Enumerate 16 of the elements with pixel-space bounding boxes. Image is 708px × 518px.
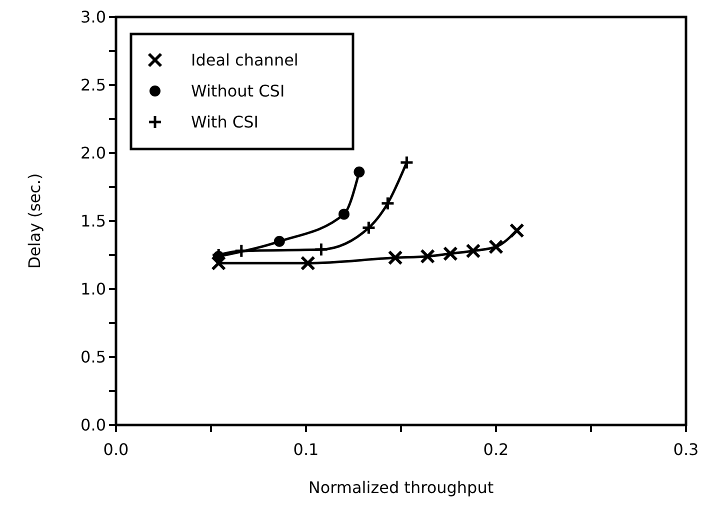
- legend-label: Without CSI: [191, 82, 285, 101]
- x-tick-label: 0.1: [293, 440, 319, 459]
- y-tick-label: 0.0: [80, 416, 106, 435]
- x-tick-label: 0.2: [483, 440, 509, 459]
- legend-label: With CSI: [191, 112, 258, 132]
- y-tick-label: 1.5: [80, 212, 106, 231]
- y-tick-label: 1.0: [80, 280, 106, 299]
- x-axis-title: Normalized throughput: [308, 478, 494, 497]
- y-tick-label: 0.5: [80, 348, 106, 367]
- legend-label: Ideal channel: [191, 50, 298, 70]
- y-axis-title: Delay (sec.): [25, 173, 44, 269]
- x-tick-label: 0.0: [103, 440, 129, 459]
- x-tick-label: 0.3: [673, 440, 699, 459]
- y-tick-label: 3.0: [80, 8, 106, 27]
- y-tick-label: 2.5: [80, 76, 106, 95]
- y-tick-label: 2.0: [80, 144, 106, 163]
